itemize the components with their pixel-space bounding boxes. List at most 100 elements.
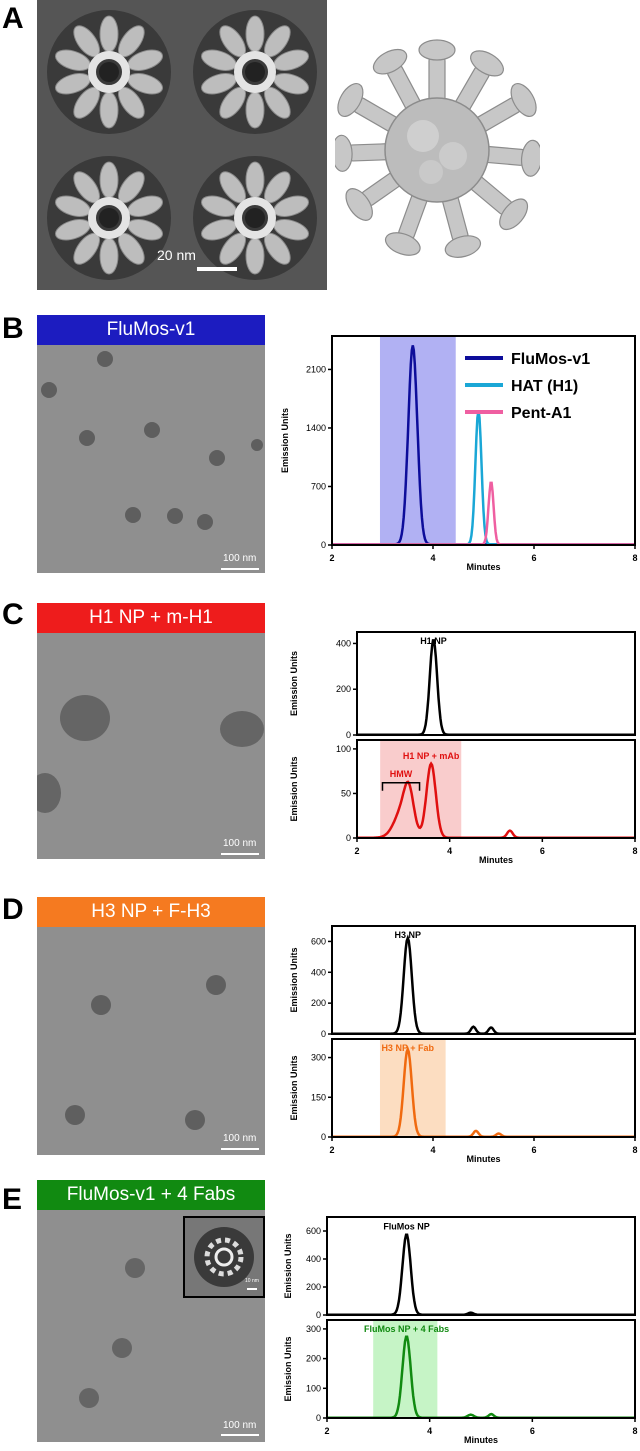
plot-frame <box>326 1319 636 1419</box>
panel-label-a: A <box>2 2 24 35</box>
x-tick-label: 2 <box>329 1145 334 1155</box>
chart-c-top: 0 200 400 Emission Units H1 NP <box>289 631 636 740</box>
x-tick-label: 8 <box>632 846 637 856</box>
micrograph-flumos-v1: 100 nm <box>37 345 265 573</box>
plot-frame <box>331 925 636 1035</box>
inset-scale-label: 10 nm <box>245 1278 259 1284</box>
x-tick-label: 2 <box>324 1426 329 1436</box>
y-tick-label: 200 <box>311 998 326 1008</box>
scale-bar-label-b: 100 nm <box>223 553 257 564</box>
chart-c-bottom: 0 50 100 2 4 6 8 Minutes Emission Units H1 NP + m… <box>289 739 638 865</box>
y-tick-label: 400 <box>336 638 351 648</box>
x-tick-label: 6 <box>530 1426 535 1436</box>
series-line-0 <box>357 639 635 736</box>
class-averages-drawing <box>37 0 327 290</box>
y-tick-label: 50 <box>341 788 351 798</box>
y-axis-label: Emission Units <box>289 651 299 716</box>
legend-label: Pent-A1 <box>511 405 572 422</box>
banner-flumos-4-fabs: FluMos-v1 + 4 Fabs <box>37 1180 265 1210</box>
y-tick-label: 300 <box>311 1053 326 1063</box>
class-averages-image: 20 nm <box>37 0 327 290</box>
y-tick-label: 600 <box>311 936 326 946</box>
banner-flumos-v1: FluMos-v1 <box>37 315 265 345</box>
y-tick-label: 0 <box>346 833 351 843</box>
chart-title: FluMos NP <box>383 1222 430 1232</box>
banner-h1-np-m-h1: H1 NP + m-H1 <box>37 603 265 633</box>
series-line-0 <box>332 934 635 1035</box>
y-tick-label: 400 <box>311 967 326 977</box>
micrograph-c-drawing <box>37 695 264 855</box>
scale-bar-label-e: 100 nm <box>223 1420 257 1431</box>
y-tick-label: 300 <box>306 1324 321 1334</box>
legend-label: FluMos-v1 <box>511 351 590 368</box>
panel-label-d: D <box>2 893 24 926</box>
chart-title: H3 NP + Fab <box>381 1043 434 1053</box>
y-axis-label: Emission Units <box>289 1055 299 1120</box>
y-tick-label: 600 <box>306 1226 321 1236</box>
scale-bar-label: 20 nm <box>157 247 196 263</box>
y-axis-label: Emission Units <box>283 1336 293 1401</box>
x-tick-label: 2 <box>329 553 334 563</box>
plot-frame <box>331 335 636 546</box>
scale-bar-label-d: 100 nm <box>223 1133 257 1144</box>
panel-label-b: B <box>2 312 24 345</box>
chart-d-top: 0 200 400 600 Emission Units H3 NP <box>289 925 636 1039</box>
chart-title: H3 NP <box>394 930 421 940</box>
micrograph-d-drawing <box>65 975 259 1150</box>
series-line-hat-h1- <box>332 410 635 546</box>
y-tick-label: 0 <box>321 1132 326 1142</box>
y-axis-label: Emission Units <box>289 756 299 821</box>
panel-label-e: E <box>2 1183 23 1216</box>
y-tick-label: 100 <box>306 1383 321 1393</box>
y-tick-label: 200 <box>306 1282 321 1292</box>
y-tick-label: 700 <box>311 481 326 491</box>
x-tick-label: 8 <box>632 1426 637 1436</box>
banner-h3-np-f-h3: H3 NP + F-H3 <box>37 897 265 927</box>
inset-drawing <box>194 1227 257 1290</box>
chart-b: 0 700 1400 2100 2 4 6 8 Minutes Emission Units Flu… <box>280 335 638 572</box>
x-axis-label: Minutes <box>466 562 500 572</box>
x-tick-label: 6 <box>531 553 536 563</box>
hmw-bracket <box>381 782 421 791</box>
class-average-inset: 10 nm <box>183 1216 265 1298</box>
plot-frame <box>356 739 636 839</box>
nanoparticle-3d-render <box>335 39 540 258</box>
y-tick-label: 0 <box>321 1029 326 1039</box>
x-tick-label: 4 <box>427 1426 432 1436</box>
scale-bar-label-c: 100 nm <box>223 838 257 849</box>
chart-e-top: 0 200 400 600 Emission Units FluMos NP <box>283 1216 636 1320</box>
y-tick-label: 1400 <box>306 423 326 433</box>
x-tick-label: 4 <box>430 553 435 563</box>
y-tick-label: 100 <box>336 744 351 754</box>
y-tick-label: 150 <box>311 1092 326 1102</box>
legend-label: HAT (H1) <box>511 378 578 395</box>
y-axis-label: Emission Units <box>280 408 290 473</box>
x-tick-label: 8 <box>632 553 637 563</box>
y-tick-label: 200 <box>306 1354 321 1364</box>
plot-frame <box>331 1038 636 1138</box>
y-tick-label: 200 <box>336 684 351 694</box>
micrograph-h1-np: 100 nm <box>37 633 265 859</box>
x-tick-label: 6 <box>531 1145 536 1155</box>
y-tick-label: 0 <box>321 540 326 550</box>
chart-d-bottom: 0 150 300 2 4 6 8 Minutes Emission Units H3 NP + … <box>289 1038 638 1164</box>
highlight-region <box>373 1320 438 1418</box>
y-tick-label: 0 <box>316 1413 321 1423</box>
series-line-0 <box>332 1045 635 1138</box>
y-tick-label: 0 <box>346 730 351 740</box>
plot-frame <box>356 631 636 736</box>
plot-frame <box>326 1216 636 1316</box>
micrograph-b-drawing <box>41 351 263 570</box>
micrograph-e-drawing <box>79 1258 259 1436</box>
x-tick-label: 4 <box>447 846 452 856</box>
y-tick-label: 0 <box>316 1310 321 1320</box>
x-tick-label: 6 <box>540 846 545 856</box>
x-tick-label: 4 <box>430 1145 435 1155</box>
x-axis-label: Minutes <box>464 1435 498 1445</box>
chart-title: FluMos NP + 4 Fabs <box>364 1324 449 1334</box>
chart-e-bottom: 0 100 200 300 2 4 6 8 Minutes Emission Units FluMo… <box>283 1319 638 1445</box>
y-axis-label: Emission Units <box>283 1233 293 1298</box>
y-axis-label: Emission Units <box>289 947 299 1012</box>
chart-title: H1 NP + mAb <box>403 751 460 761</box>
